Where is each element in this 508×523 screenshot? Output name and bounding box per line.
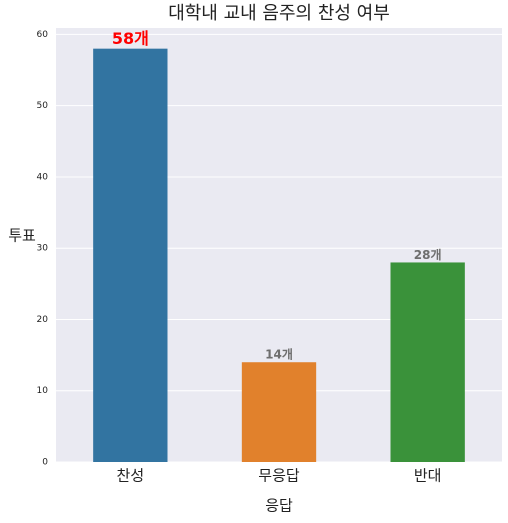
y-axis-label: 투표 [8, 227, 36, 245]
x-axis-label: 응답 [265, 497, 293, 515]
x-tick-label: 반대 [414, 467, 442, 485]
y-tick-label: 20 [37, 315, 49, 325]
chart-title: 대학내 교내 음주의 찬성 여부 [168, 3, 390, 24]
value-label: 14개 [265, 348, 293, 362]
y-tick-label: 0 [42, 458, 48, 468]
bar [390, 262, 465, 462]
y-tick-label: 60 [37, 30, 49, 40]
x-tick-label: 찬성 [117, 467, 145, 485]
bar [93, 48, 168, 463]
bar [241, 362, 317, 462]
value-label: 28개 [414, 248, 442, 262]
y-tick-label: 50 [37, 101, 49, 111]
value-label: 58개 [112, 29, 149, 48]
y-tick-label: 30 [37, 244, 49, 254]
x-tick-label: 무응답 [258, 467, 300, 485]
y-tick-label: 40 [37, 172, 49, 182]
y-tick-label: 10 [37, 386, 49, 396]
